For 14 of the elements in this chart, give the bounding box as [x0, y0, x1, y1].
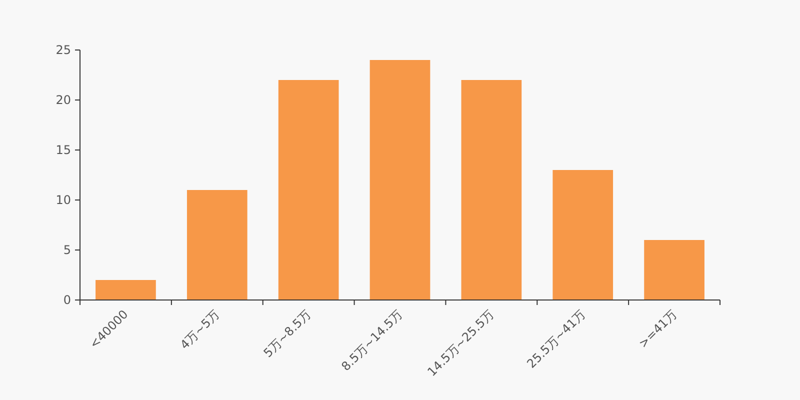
bar: [461, 80, 522, 300]
y-tick-label: 25: [56, 43, 71, 58]
y-tick-label: 15: [56, 143, 71, 158]
y-tick-label: 0: [63, 293, 71, 308]
bar: [552, 170, 614, 300]
y-tick-label: 20: [56, 93, 71, 108]
x-tick-label: 4万~5万: [177, 307, 222, 352]
bar: [96, 280, 156, 300]
bar: [644, 240, 704, 300]
bar: [370, 60, 430, 300]
bar: [186, 190, 248, 300]
bar: [278, 80, 339, 300]
y-tick-label: 5: [63, 243, 71, 258]
y-tick-label: 10: [56, 193, 71, 208]
